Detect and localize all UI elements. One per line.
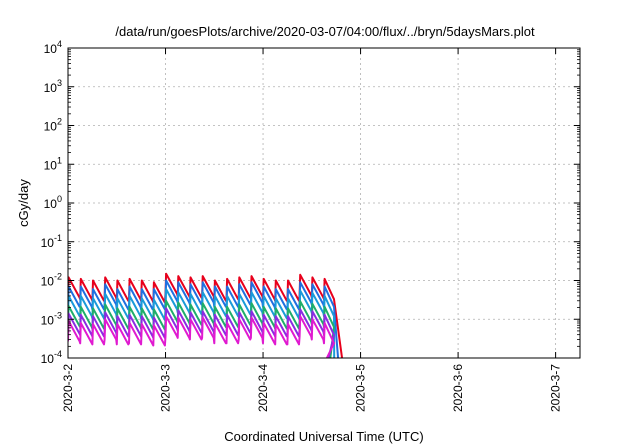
x-tick-label: 2020-3-4 (256, 364, 270, 412)
y-tick-label: 100 (44, 194, 62, 211)
y-tick-label: 10-4 (41, 349, 62, 366)
y-tick-label: 103 (44, 78, 62, 95)
y-axis-label: cGy/day (16, 179, 31, 227)
x-tick-label: 2020-3-7 (549, 364, 563, 412)
y-tick-label: 10-1 (41, 233, 62, 250)
series-group (68, 272, 344, 358)
x-tick-label: 2020-3-5 (354, 364, 368, 412)
chart-title: /data/run/goesPlots/archive/2020-03-07/0… (115, 24, 535, 39)
series-line-6 (68, 315, 335, 358)
y-tick-label: 102 (44, 117, 62, 134)
x-axis-label: Coordinated Universal Time (UTC) (224, 429, 423, 444)
x-tick-label: 2020-3-2 (61, 364, 75, 412)
grid (68, 48, 580, 358)
y-tick-label: 104 (44, 39, 62, 56)
y-tick-label: 10-2 (41, 272, 62, 289)
y-tick-label: 101 (44, 155, 62, 172)
y-tick-label: 10-3 (41, 310, 62, 327)
x-tick-label: 2020-3-3 (159, 364, 173, 412)
ticks: 10-4 10-3 10-2 10-1 100 101 102 103 104 2020-3-2 2… (41, 39, 580, 412)
x-tick-label: 2020-3-6 (451, 364, 465, 412)
